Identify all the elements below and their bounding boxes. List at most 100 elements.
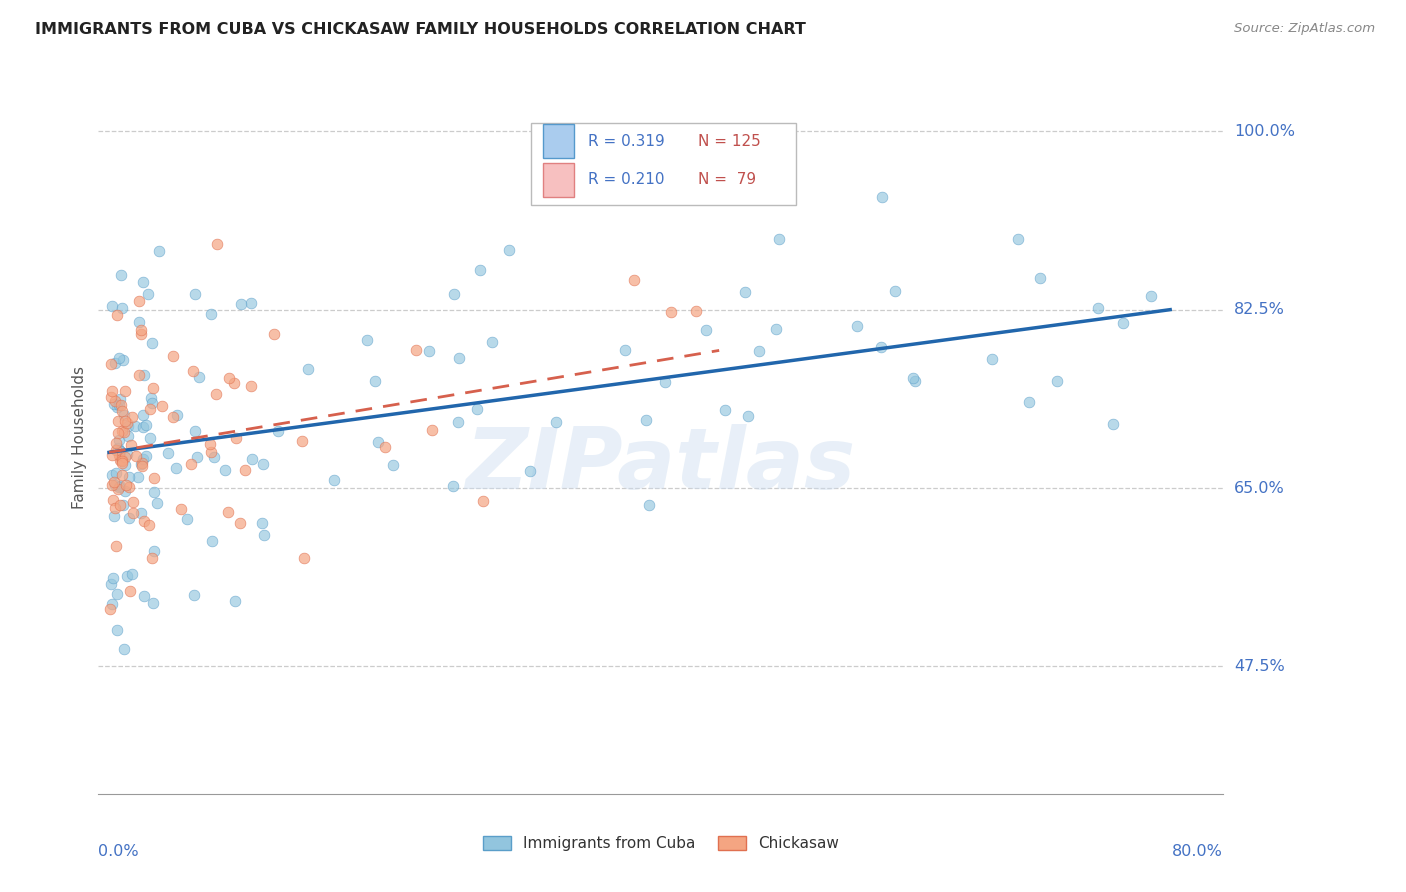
Point (323, 474, 346, 488)
Point (141, 396, 163, 410)
Point (623, 273, 645, 287)
Point (127, 470, 149, 484)
Point (107, 434, 129, 448)
Point (184, 425, 207, 439)
Point (224, 376, 246, 390)
Point (449, 351, 471, 365)
Point (685, 303, 707, 318)
Text: R = 0.210: R = 0.210 (588, 172, 664, 187)
Point (108, 398, 131, 412)
Point (367, 435, 389, 450)
Point (108, 392, 131, 406)
Point (100, 357, 122, 371)
Point (447, 416, 470, 430)
Point (100, 448, 122, 462)
Point (181, 364, 204, 378)
Point (103, 493, 125, 508)
Point (162, 409, 184, 424)
Point (111, 352, 134, 367)
Point (1087, 301, 1109, 315)
Point (100, 602, 122, 616)
Point (108, 480, 131, 494)
Point (100, 384, 122, 398)
Point (418, 344, 440, 359)
Point (111, 425, 134, 439)
Point (695, 323, 717, 337)
Point (108, 453, 131, 467)
FancyBboxPatch shape (531, 123, 796, 205)
Point (156, 446, 179, 460)
Point (443, 286, 465, 301)
Point (103, 396, 125, 410)
Point (253, 528, 276, 542)
Point (870, 340, 893, 354)
Point (252, 457, 274, 471)
Point (748, 344, 770, 359)
Point (104, 478, 127, 492)
Point (107, 414, 129, 428)
Point (901, 371, 924, 385)
Point (356, 333, 378, 347)
Point (659, 305, 682, 319)
Point (104, 501, 127, 516)
Point (108, 351, 131, 365)
Point (135, 449, 157, 463)
Point (180, 457, 202, 471)
Text: 47.5%: 47.5% (1234, 659, 1285, 674)
Point (636, 413, 658, 427)
Point (122, 506, 145, 520)
Point (1018, 395, 1040, 409)
Text: 82.5%: 82.5% (1234, 302, 1285, 318)
Point (128, 368, 150, 383)
Point (100, 467, 122, 482)
Point (205, 236, 228, 251)
Point (872, 190, 894, 204)
Point (183, 588, 205, 602)
Point (118, 480, 141, 494)
Point (498, 243, 520, 257)
Point (131, 458, 153, 473)
Point (114, 414, 136, 428)
Point (765, 321, 787, 335)
Point (107, 401, 129, 415)
Point (111, 498, 134, 512)
Point (117, 429, 139, 443)
Point (107, 448, 129, 462)
Point (111, 467, 134, 482)
Point (139, 401, 162, 416)
Point (1102, 417, 1125, 432)
Point (145, 496, 167, 510)
Point (124, 418, 146, 433)
Point (110, 443, 132, 458)
Point (297, 362, 319, 376)
Point (472, 494, 495, 508)
Point (104, 356, 127, 370)
Point (405, 343, 427, 357)
Point (292, 551, 315, 566)
Point (101, 570, 124, 584)
Point (132, 275, 155, 289)
Point (267, 424, 290, 438)
Point (129, 323, 152, 337)
Point (131, 452, 153, 467)
Point (114, 384, 136, 399)
Point (135, 418, 157, 433)
Point (519, 464, 541, 478)
Point (129, 457, 152, 471)
Point (883, 285, 905, 299)
Point (229, 297, 252, 311)
Point (117, 569, 139, 583)
Point (205, 386, 228, 401)
Point (112, 641, 135, 656)
Point (100, 577, 122, 591)
Point (1007, 231, 1029, 245)
Point (654, 376, 676, 390)
Point (637, 498, 659, 512)
Point (904, 374, 927, 388)
Text: IMMIGRANTS FROM CUBA VS CHICKASAW FAMILY HOUSEHOLDS CORRELATION CHART: IMMIGRANTS FROM CUBA VS CHICKASAW FAMILY… (35, 22, 806, 37)
Point (468, 263, 491, 277)
Text: Source: ZipAtlas.com: Source: ZipAtlas.com (1234, 22, 1375, 36)
Point (252, 516, 274, 530)
Point (162, 349, 184, 363)
Point (142, 381, 165, 395)
